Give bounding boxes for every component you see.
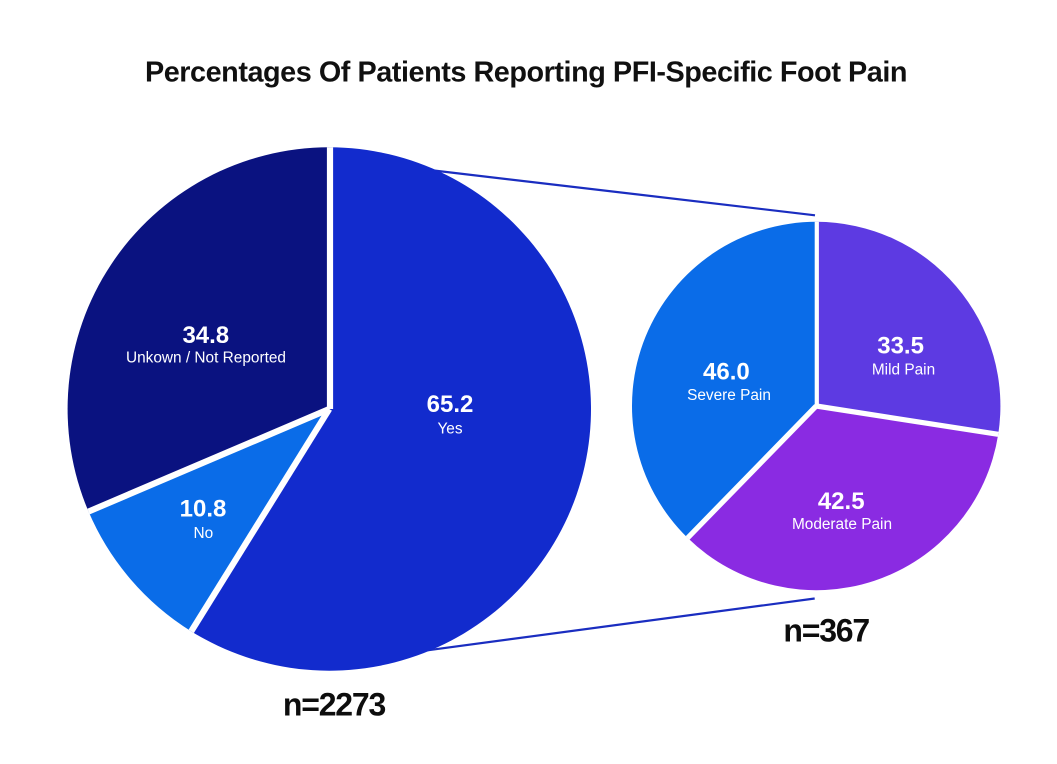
svg-text:46.0: 46.0 bbox=[703, 358, 750, 385]
svg-text:42.5: 42.5 bbox=[818, 488, 865, 515]
svg-text:65.2: 65.2 bbox=[427, 391, 474, 418]
svg-text:Severe Pain: Severe Pain bbox=[687, 387, 771, 404]
svg-text:n=367: n=367 bbox=[783, 613, 869, 649]
svg-text:33.5: 33.5 bbox=[877, 333, 924, 360]
svg-text:Unkown / Not Reported: Unkown / Not Reported bbox=[126, 350, 286, 367]
svg-text:Yes: Yes bbox=[437, 421, 462, 438]
svg-text:n=2273: n=2273 bbox=[283, 686, 386, 722]
svg-text:Mild Pain: Mild Pain bbox=[872, 362, 935, 379]
svg-text:10.8: 10.8 bbox=[180, 496, 227, 523]
svg-text:No: No bbox=[193, 525, 213, 542]
svg-text:Percentages Of Patients Report: Percentages Of Patients Reporting PFI-Sp… bbox=[145, 57, 907, 89]
svg-text:34.8: 34.8 bbox=[182, 322, 229, 349]
svg-text:Moderate Pain: Moderate Pain bbox=[792, 516, 892, 533]
